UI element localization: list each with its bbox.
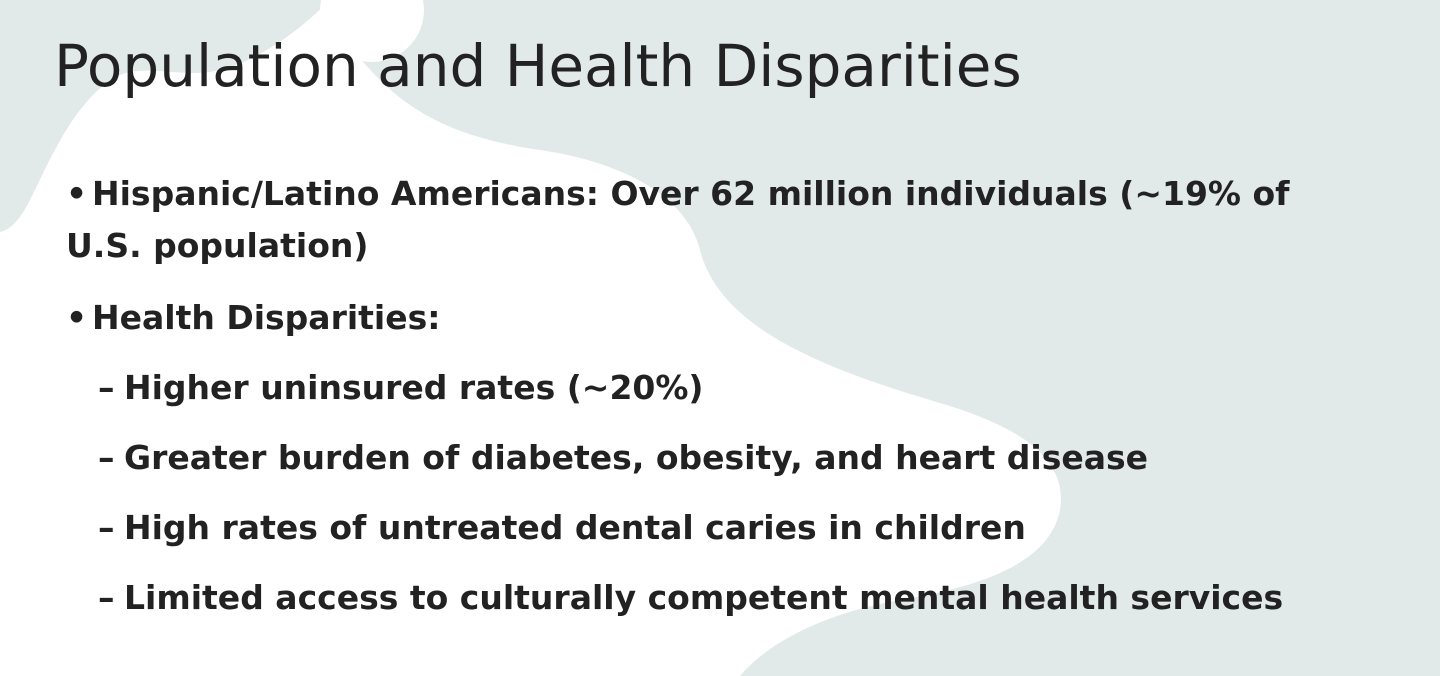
sub-bullet-marker: – (98, 368, 115, 407)
background-circle (320, 0, 424, 62)
sub-bullet-item: – Limited access to culturally competent … (98, 572, 1366, 624)
sub-bullet-item: – Greater burden of diabetes, obesity, an… (98, 432, 1366, 484)
sub-bullet-item: – High rates of untreated dental caries i… (98, 502, 1366, 554)
slide-title: Population and Health Disparities (54, 32, 1022, 100)
sub-bullet-marker: – (98, 508, 115, 547)
bullet-list: • Hispanic/Latino Americans: Over 62 mill… (66, 168, 1366, 642)
bullet-text: Hispanic/Latino Americans: Over 62 milli… (66, 174, 1290, 265)
sub-bullet-marker: – (98, 438, 115, 477)
bullet-marker: • (66, 174, 88, 213)
sub-bullet-marker: – (98, 578, 115, 617)
bullet-text: Health Disparities: (92, 298, 441, 337)
sub-bullet-text: High rates of untreated dental caries in… (124, 508, 1026, 547)
bullet-item: • Hispanic/Latino Americans: Over 62 mill… (66, 168, 1346, 272)
sub-bullet-list: – Higher uninsured rates (~20%) – Greater … (66, 362, 1366, 624)
sub-bullet-text: Higher uninsured rates (~20%) (124, 368, 704, 407)
sub-bullet-text: Limited access to culturally competent m… (124, 578, 1284, 617)
background-blob-right (330, 0, 1440, 676)
bullet-marker: • (66, 298, 88, 337)
sub-bullet-item: – Higher uninsured rates (~20%) (98, 362, 1366, 414)
background-blob-left (0, 0, 330, 232)
bullet-item: • Health Disparities: (66, 292, 1366, 344)
sub-bullet-text: Greater burden of diabetes, obesity, and… (124, 438, 1149, 477)
